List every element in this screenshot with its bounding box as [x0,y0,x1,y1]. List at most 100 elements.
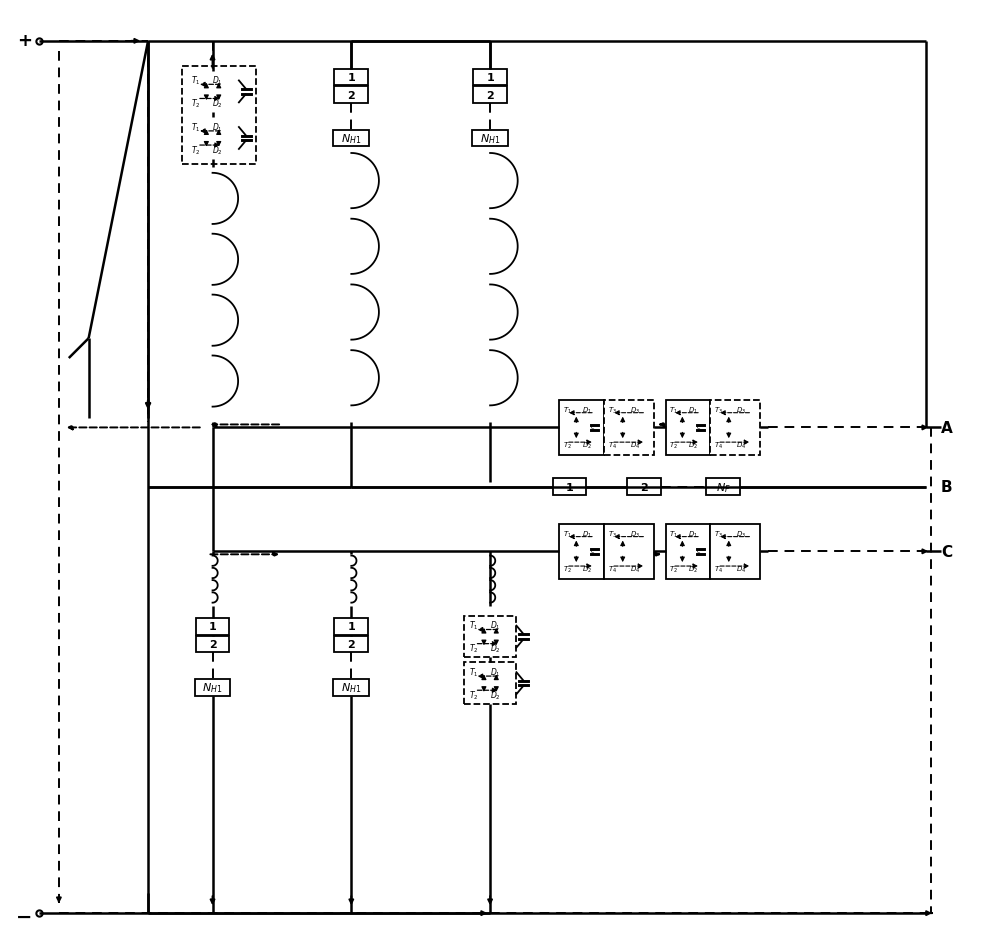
Bar [187,118,238,160]
Text: $N_{H1}$: $N_{H1}$ [480,132,500,146]
Text: $D_3$: $D_3$ [736,406,746,416]
Text: $N_{H1}$: $N_{H1}$ [341,132,362,146]
Text: 2: 2 [640,483,648,492]
Text: $D_2$: $D_2$ [582,441,592,450]
Text: $D_3$: $D_3$ [736,529,746,540]
Bar [706,479,740,496]
Bar [464,616,516,658]
Bar [195,679,230,696]
Text: $D_1$: $D_1$ [688,406,698,416]
Text: c: c [590,425,594,429]
Bar [334,618,368,635]
Text: c: c [590,548,594,553]
Text: $T_1$: $T_1$ [191,74,201,87]
Text: $D_3$: $D_3$ [630,406,640,416]
Text: $T_2$: $T_2$ [563,565,572,574]
Text: $D_4$: $D_4$ [736,565,746,574]
Text: $T_2$: $T_2$ [191,98,201,110]
Text: $T_2$: $T_2$ [469,643,478,655]
Text: $D_1$: $D_1$ [490,619,501,631]
Text: $T_1$: $T_1$ [191,121,201,133]
Bar [334,69,368,87]
Text: $D_2$: $D_2$ [688,565,698,574]
Text: $T_4$: $T_4$ [714,565,723,574]
Text: $D_1$: $D_1$ [582,529,592,540]
Text: $D_4$: $D_4$ [736,441,746,450]
Text: $D_2$: $D_2$ [582,565,592,574]
Text: 2: 2 [486,90,494,101]
Text: 1: 1 [347,622,355,631]
Bar [559,525,604,579]
Text: 2: 2 [347,90,355,101]
Text: $T_3$: $T_3$ [608,529,617,540]
Bar [559,401,604,455]
Text: $D_1$: $D_1$ [212,74,223,87]
Text: $T_4$: $T_4$ [608,565,617,574]
Bar [196,618,229,635]
Text: $D_2$: $D_2$ [490,689,501,702]
Bar [604,401,654,455]
Text: $D_2$: $D_2$ [212,145,223,157]
Bar [182,67,256,165]
Text: 2: 2 [347,640,355,649]
Text: $T_1$: $T_1$ [669,406,678,416]
Text: $T_1$: $T_1$ [563,406,572,416]
Text: 1: 1 [347,73,355,83]
Text: $N_{H1}$: $N_{H1}$ [202,681,223,694]
Text: B: B [941,480,953,495]
Text: $N_F$: $N_F$ [716,481,730,494]
Text: $T_1$: $T_1$ [563,529,572,540]
Bar [334,636,368,653]
Bar [473,69,507,87]
Text: $D_1$: $D_1$ [490,665,501,678]
Text: $D_2$: $D_2$ [490,643,501,655]
Text: $T_2$: $T_2$ [469,689,478,702]
Text: $T_4$: $T_4$ [608,441,617,450]
Text: $D_4$: $D_4$ [630,441,640,450]
Text: 1: 1 [486,73,494,83]
Text: c: c [696,548,700,553]
Text: $D_2$: $D_2$ [212,98,223,110]
Bar [710,525,760,579]
Text: $T_1$: $T_1$ [669,529,678,540]
Text: $T_2$: $T_2$ [563,441,572,450]
Text: $D_4$: $D_4$ [630,565,640,574]
Bar [334,88,368,104]
Text: $D_1$: $D_1$ [688,529,698,540]
Text: $T_1$: $T_1$ [469,665,478,678]
Bar [553,479,586,496]
Text: 1: 1 [566,483,573,492]
Text: $D_1$: $D_1$ [212,121,223,133]
Text: $T_2$: $T_2$ [669,565,678,574]
Text: 2: 2 [209,640,216,649]
Bar [666,525,710,579]
Bar [333,679,369,696]
Bar [604,525,654,579]
Bar [627,479,661,496]
Text: $T_2$: $T_2$ [669,441,678,450]
Bar [333,130,369,148]
Bar [464,663,516,704]
Text: $N_{H1}$: $N_{H1}$ [341,681,362,694]
Bar [472,130,508,148]
Text: $D_2$: $D_2$ [688,441,698,450]
Text: $T_2$: $T_2$ [191,145,201,157]
Bar [710,401,760,455]
Text: $T_1$: $T_1$ [469,619,478,631]
Bar [666,401,710,455]
Text: $D_1$: $D_1$ [582,406,592,416]
Text: $T_3$: $T_3$ [714,406,723,416]
Text: 1: 1 [209,622,216,631]
Text: −: − [16,906,32,925]
Text: C: C [941,545,952,559]
Bar [196,636,229,653]
Text: c: c [696,425,700,429]
Text: $D_3$: $D_3$ [630,529,640,540]
Bar [473,88,507,104]
Text: A: A [941,421,953,435]
Text: $T_4$: $T_4$ [714,441,723,450]
Text: $T_3$: $T_3$ [608,406,617,416]
Bar [187,71,238,113]
Text: +: + [17,31,32,50]
Text: $T_3$: $T_3$ [714,529,723,540]
